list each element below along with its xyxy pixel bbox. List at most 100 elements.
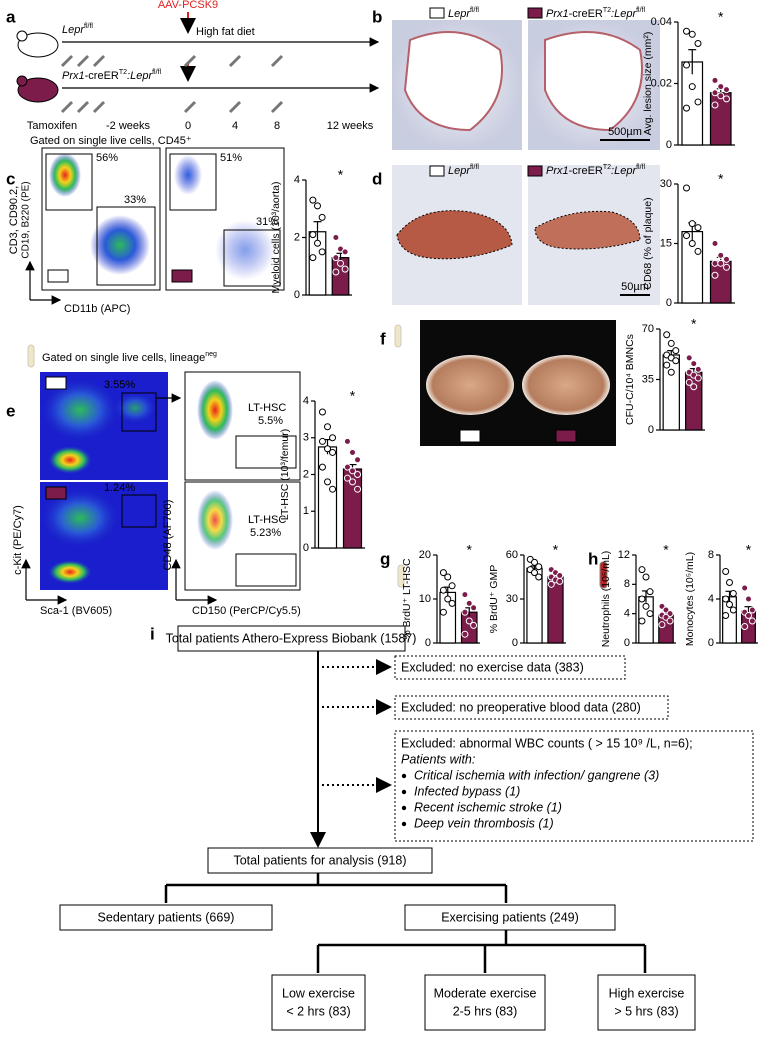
y-axis-label: CD19, B220 (PE) — [21, 181, 32, 258]
data-point — [722, 263, 730, 271]
panel-label: g — [380, 549, 390, 568]
flow-box — [394, 730, 754, 842]
y-tick-label: 0 — [512, 637, 518, 649]
data-point — [318, 248, 326, 256]
data-point — [726, 601, 733, 608]
data-point — [332, 268, 340, 276]
data-point — [711, 89, 719, 97]
data-point — [535, 573, 543, 581]
flow-node: Critical ischemia with infection/ gangre… — [414, 768, 659, 782]
flow-node: Moderate exercise — [434, 986, 537, 1000]
data-point — [666, 617, 674, 625]
data-point — [318, 437, 326, 445]
gate-label: 5.5% — [258, 415, 283, 427]
data-point — [658, 621, 666, 629]
data-point — [318, 463, 326, 471]
data-point — [722, 95, 730, 103]
genotype-label-part: -creER — [85, 70, 119, 82]
genotype-label-part: -creER — [569, 8, 603, 20]
data-point — [343, 463, 351, 471]
data-point — [638, 566, 646, 574]
panel-label: i — [150, 624, 155, 643]
panel-label: h — [588, 549, 598, 568]
gate-label: 31% — [256, 216, 278, 228]
y-tick-label: 12 — [618, 549, 630, 561]
genotype-label-part: fl/fl — [470, 7, 479, 14]
data-point — [729, 606, 737, 614]
data-point — [642, 573, 650, 581]
data-point — [683, 61, 691, 69]
data-point — [694, 365, 702, 373]
data-point — [741, 584, 749, 592]
y-tick-label: 3 — [303, 432, 309, 444]
y-tick-label: 0 — [624, 637, 630, 649]
bullet — [401, 789, 407, 795]
genotype-label: Prx1-creERT2:Leprfl/fl — [546, 7, 645, 20]
flow-node: Sedentary patients (669) — [98, 910, 235, 924]
y-axis-label: c-Kit (PE/Cy7) — [12, 505, 24, 575]
data-point — [711, 271, 719, 279]
data-point — [324, 423, 331, 431]
genotype-label-part: Prx1 — [546, 8, 569, 20]
bullet — [401, 821, 407, 827]
data-point — [461, 608, 469, 616]
data-point — [329, 485, 337, 493]
panel-label: b — [372, 7, 382, 26]
genotype-label: Leprfl/fl — [62, 23, 93, 36]
y-axis-label: CFU-C/10⁴ BMNCs — [624, 334, 636, 425]
x-axis-label: CD11b (APC) — [64, 303, 130, 315]
gate-label: 56% — [96, 152, 118, 164]
genotype-label-part: fl/fl — [636, 164, 645, 171]
flow-node: > 5 hrs (83) — [614, 1004, 678, 1018]
flow-box — [404, 904, 616, 931]
y-tick-label: 8 — [624, 578, 630, 590]
gate-label: 1.24% — [104, 482, 135, 494]
data-point — [337, 259, 344, 267]
data-point — [642, 602, 650, 610]
data-point — [683, 104, 691, 112]
flow-plots-c — [25, 147, 285, 305]
data-point — [683, 27, 691, 35]
data-point — [329, 448, 337, 456]
x-axis-label: CD150 (PerCP/Cy5.5) — [192, 605, 301, 617]
data-point — [748, 606, 756, 614]
genotype-label-part: fl/fl — [636, 7, 645, 14]
bullet — [401, 805, 407, 811]
data-point — [470, 604, 478, 612]
significance-label: * — [663, 542, 669, 558]
data-point — [663, 331, 671, 339]
data-point — [726, 579, 733, 586]
genotype-label-part: Lepr — [448, 8, 471, 20]
population-label: LT-HSC — [248, 402, 286, 414]
y-axis-label: % BrdU⁺ LT-HSC — [401, 558, 413, 640]
flow-box — [394, 655, 626, 680]
timeline-art — [16, 12, 380, 114]
data-point — [646, 610, 654, 618]
data-point — [314, 239, 321, 247]
data-point — [711, 240, 719, 247]
data-point — [349, 448, 356, 456]
y-tick-label: 10 — [419, 593, 431, 605]
data-point — [324, 478, 331, 486]
y-axis-label: CD3, CD90.2, — [8, 186, 20, 254]
data-point — [745, 612, 752, 619]
panel-label: d — [372, 169, 382, 188]
data-point — [722, 595, 730, 603]
y-tick-label: 0.02 — [651, 77, 672, 89]
data-point — [341, 248, 349, 256]
genotype-label-part: :Lepr — [611, 8, 637, 20]
timepoint-label: 12 weeks — [327, 120, 374, 132]
timepoint-label: 8 — [274, 120, 280, 132]
flow-box — [394, 695, 669, 720]
data-point — [349, 478, 356, 486]
data-point — [349, 467, 356, 475]
y-tick-label: 2 — [303, 468, 309, 480]
data-point — [354, 485, 362, 493]
genotype-label: Leprfl/fl — [448, 164, 479, 177]
data-point — [711, 101, 719, 109]
y-tick-label: 0 — [648, 424, 654, 436]
flow-box — [424, 974, 546, 1031]
data-point — [318, 408, 326, 416]
significance-label: * — [718, 171, 724, 187]
